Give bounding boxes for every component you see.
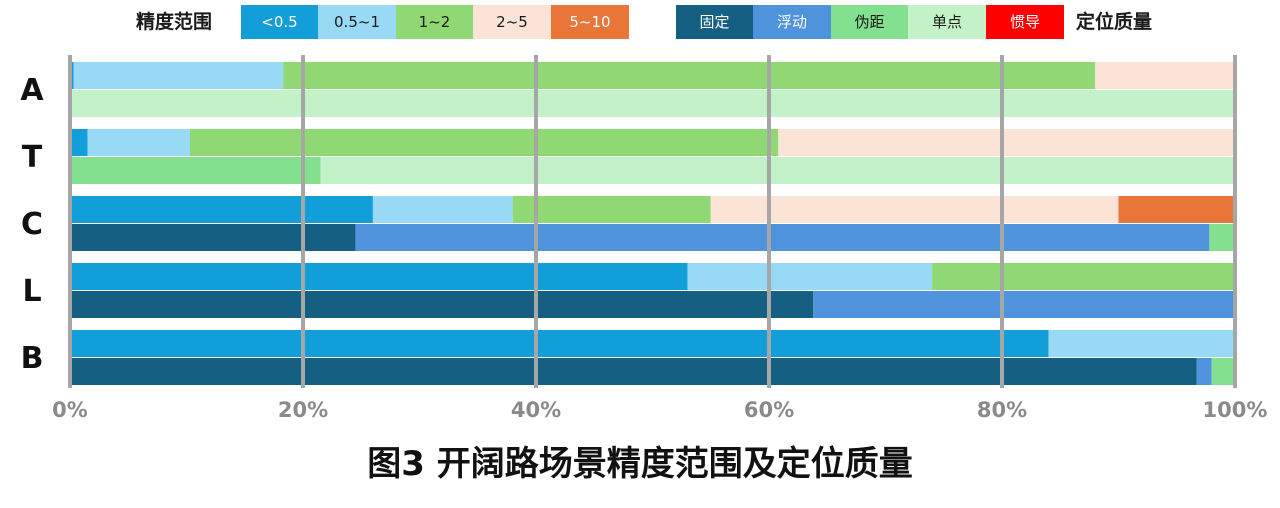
bar-segment-precision-l-3 [932,263,1235,290]
category-label-t: T [22,140,43,175]
bar-segment-precision-c-2 [372,196,513,223]
bar-segment-quality-a-4 [70,90,1235,117]
legend-item-precision-1: <0.5 [241,5,318,39]
bar-segment-precision-t-3 [189,129,779,156]
x-tick-label-60: 60% [744,398,794,422]
legend-item-quality-2: 浮动 [753,5,831,39]
chart-title: 图3 开阔路场景精度范围及定位质量 [367,444,913,484]
bar-segment-quality-b-3 [1211,358,1235,385]
bar-segment-quality-c-3 [1209,224,1235,251]
legend-precision-title: 精度范围 [136,11,213,33]
bar-segment-precision-a-4 [1095,62,1235,89]
legend-item-precision-3: 1~2 [396,5,473,39]
bar-segment-precision-t-4 [778,129,1235,156]
bar-segment-quality-b-2 [1196,358,1212,385]
bar-segment-precision-c-5 [1118,196,1235,223]
bar-segment-precision-b-1 [70,330,1049,357]
bar-segment-precision-c-4 [710,196,1119,223]
x-tick-label-80: 80% [977,398,1027,422]
bar-segment-precision-c-3 [512,196,711,223]
x-tick-label-0: 0% [52,398,88,422]
category-label-a: A [20,73,44,108]
legend-item-quality-1: 固定 [676,5,753,39]
category-label-l: L [22,274,41,309]
bar-segment-precision-l-1 [70,263,688,290]
legend-item-precision-5: 5~10 [551,5,629,39]
bar-segment-quality-c-1 [70,224,356,251]
legend: 精度范围 <0.5 0.5~1 1~2 2~5 5~10 固定 浮动 伪距 单点… [0,5,1280,39]
bar-segment-precision-t-2 [87,129,190,156]
bar-segment-precision-b-2 [1048,330,1235,357]
bar-segment-quality-c-2 [355,224,1210,251]
legend-item-precision-4: 2~5 [473,5,551,39]
bar-segment-quality-b-1 [70,358,1197,385]
bar-segment-quality-l-2 [813,291,1235,318]
bar-segment-precision-a-2 [73,62,284,89]
bar-segment-precision-a-3 [283,62,1096,89]
bar-segment-precision-t-1 [70,129,88,156]
x-tick-label-40: 40% [511,398,561,422]
legend-item-quality-5: 惯导 [986,5,1064,39]
legend-item-quality-3: 伪距 [831,5,908,39]
bar-segment-quality-l-1 [70,291,814,318]
bar-segment-precision-c-1 [70,196,373,223]
x-tick-label-100: 100% [1203,398,1268,422]
bar-segment-precision-l-2 [687,263,933,290]
bar-segment-quality-t-3 [70,157,321,184]
category-label-c: C [21,207,43,242]
category-label-b: B [21,341,44,376]
legend-item-quality-4: 单点 [908,5,986,39]
legend-item-precision-2: 0.5~1 [318,5,396,39]
bar-segment-quality-t-4 [320,157,1236,184]
legend-quality-title: 定位质量 [1076,11,1153,33]
x-tick-label-20: 20% [278,398,328,422]
